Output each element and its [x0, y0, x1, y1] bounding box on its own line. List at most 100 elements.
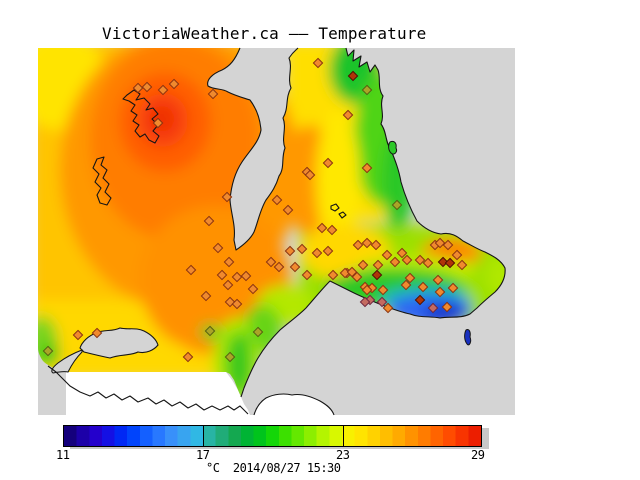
station-marker [359, 296, 371, 308]
station-marker [441, 301, 453, 313]
station-marker [357, 259, 369, 271]
station-marker [456, 259, 468, 271]
station-marker [322, 245, 334, 257]
station-marker [382, 302, 394, 314]
station-marker [342, 109, 354, 121]
station-marker [42, 345, 54, 357]
station-marker [326, 224, 338, 236]
station-marker [296, 243, 308, 255]
station-marker [361, 237, 373, 249]
field-blob [316, 110, 360, 250]
station-marker [200, 290, 212, 302]
station-marker [381, 249, 393, 261]
colorbar-tick-23 [343, 426, 344, 446]
station-marker [434, 286, 446, 298]
station-marker [132, 82, 144, 94]
station-marker [207, 88, 219, 100]
small-green-islet [388, 140, 397, 155]
station-marker [271, 194, 283, 206]
colorbar [63, 425, 482, 447]
station-marker [370, 239, 382, 251]
station-marker [442, 239, 454, 251]
station-marker [391, 199, 403, 211]
station-marker [231, 271, 243, 283]
station-marker [247, 283, 259, 295]
station-marker [223, 256, 235, 268]
station-marker [231, 298, 243, 310]
station-marker [361, 162, 373, 174]
station-marker [422, 257, 434, 269]
field-blob [486, 256, 506, 296]
station-marker [224, 351, 236, 363]
station-marker [427, 302, 439, 314]
station-marker [221, 191, 233, 203]
colorbar-caption: °C 2014/08/27 15:30 [206, 461, 341, 475]
station-marker [212, 242, 224, 254]
station-marker [437, 256, 449, 268]
station-marker [377, 284, 389, 296]
station-marker [284, 245, 296, 257]
station-marker [389, 256, 401, 268]
station-marker [282, 204, 294, 216]
station-marker [141, 81, 153, 93]
station-marker [265, 256, 277, 268]
station-marker [182, 351, 194, 363]
station-marker [216, 269, 228, 281]
station-marker [204, 325, 216, 337]
station-marker [352, 239, 364, 251]
islet-outline [330, 203, 340, 212]
station-marker [252, 326, 264, 338]
colorbar-label-max: 29 [471, 448, 485, 462]
station-marker [451, 249, 463, 261]
station-marker [289, 261, 301, 273]
station-marker [417, 281, 429, 293]
station-marker [152, 117, 164, 129]
station-marker [72, 329, 84, 341]
station-marker [432, 274, 444, 286]
unsampled-land-region [66, 372, 250, 415]
station-marker [168, 78, 180, 90]
unsampled-land-region-2 [254, 394, 334, 415]
station-marker [157, 84, 169, 96]
station-marker [404, 272, 416, 284]
colorbar-label-min: 11 [56, 448, 70, 462]
page-title: VictoriaWeather.ca —— Temperature [102, 24, 427, 43]
station-marker [301, 269, 313, 281]
station-marker [203, 215, 215, 227]
station-marker [371, 269, 383, 281]
station-marker [304, 169, 316, 181]
station-marker [401, 254, 413, 266]
station-marker [414, 294, 426, 306]
station-marker [414, 254, 426, 266]
small-navy-islet [464, 329, 472, 346]
lake-outline-2 [92, 156, 112, 206]
coastline-inlet [207, 47, 299, 251]
islet-outline-2 [338, 211, 347, 219]
station-marker [222, 279, 234, 291]
station-marker [400, 279, 412, 291]
station-marker [322, 157, 334, 169]
station-marker [311, 247, 323, 259]
station-marker [447, 282, 459, 294]
station-marker [346, 266, 358, 278]
lake-outline [122, 89, 160, 144]
station-marker [376, 296, 388, 308]
station-marker [327, 269, 339, 281]
station-marker [361, 84, 373, 96]
station-marker [396, 247, 408, 259]
grey-isthmus [51, 349, 83, 374]
station-marker [372, 259, 384, 271]
station-marker [273, 261, 285, 273]
station-marker [444, 257, 456, 269]
station-marker [312, 57, 324, 69]
colorbar-label-23: 23 [336, 448, 350, 462]
colorbar-tick-17 [203, 426, 204, 446]
colorbar-label-17: 17 [196, 448, 210, 462]
station-marker [91, 327, 103, 339]
station-marker [347, 70, 359, 82]
station-marker [434, 237, 446, 249]
station-marker [240, 270, 252, 282]
coastline-south-shore-2 [253, 393, 335, 416]
